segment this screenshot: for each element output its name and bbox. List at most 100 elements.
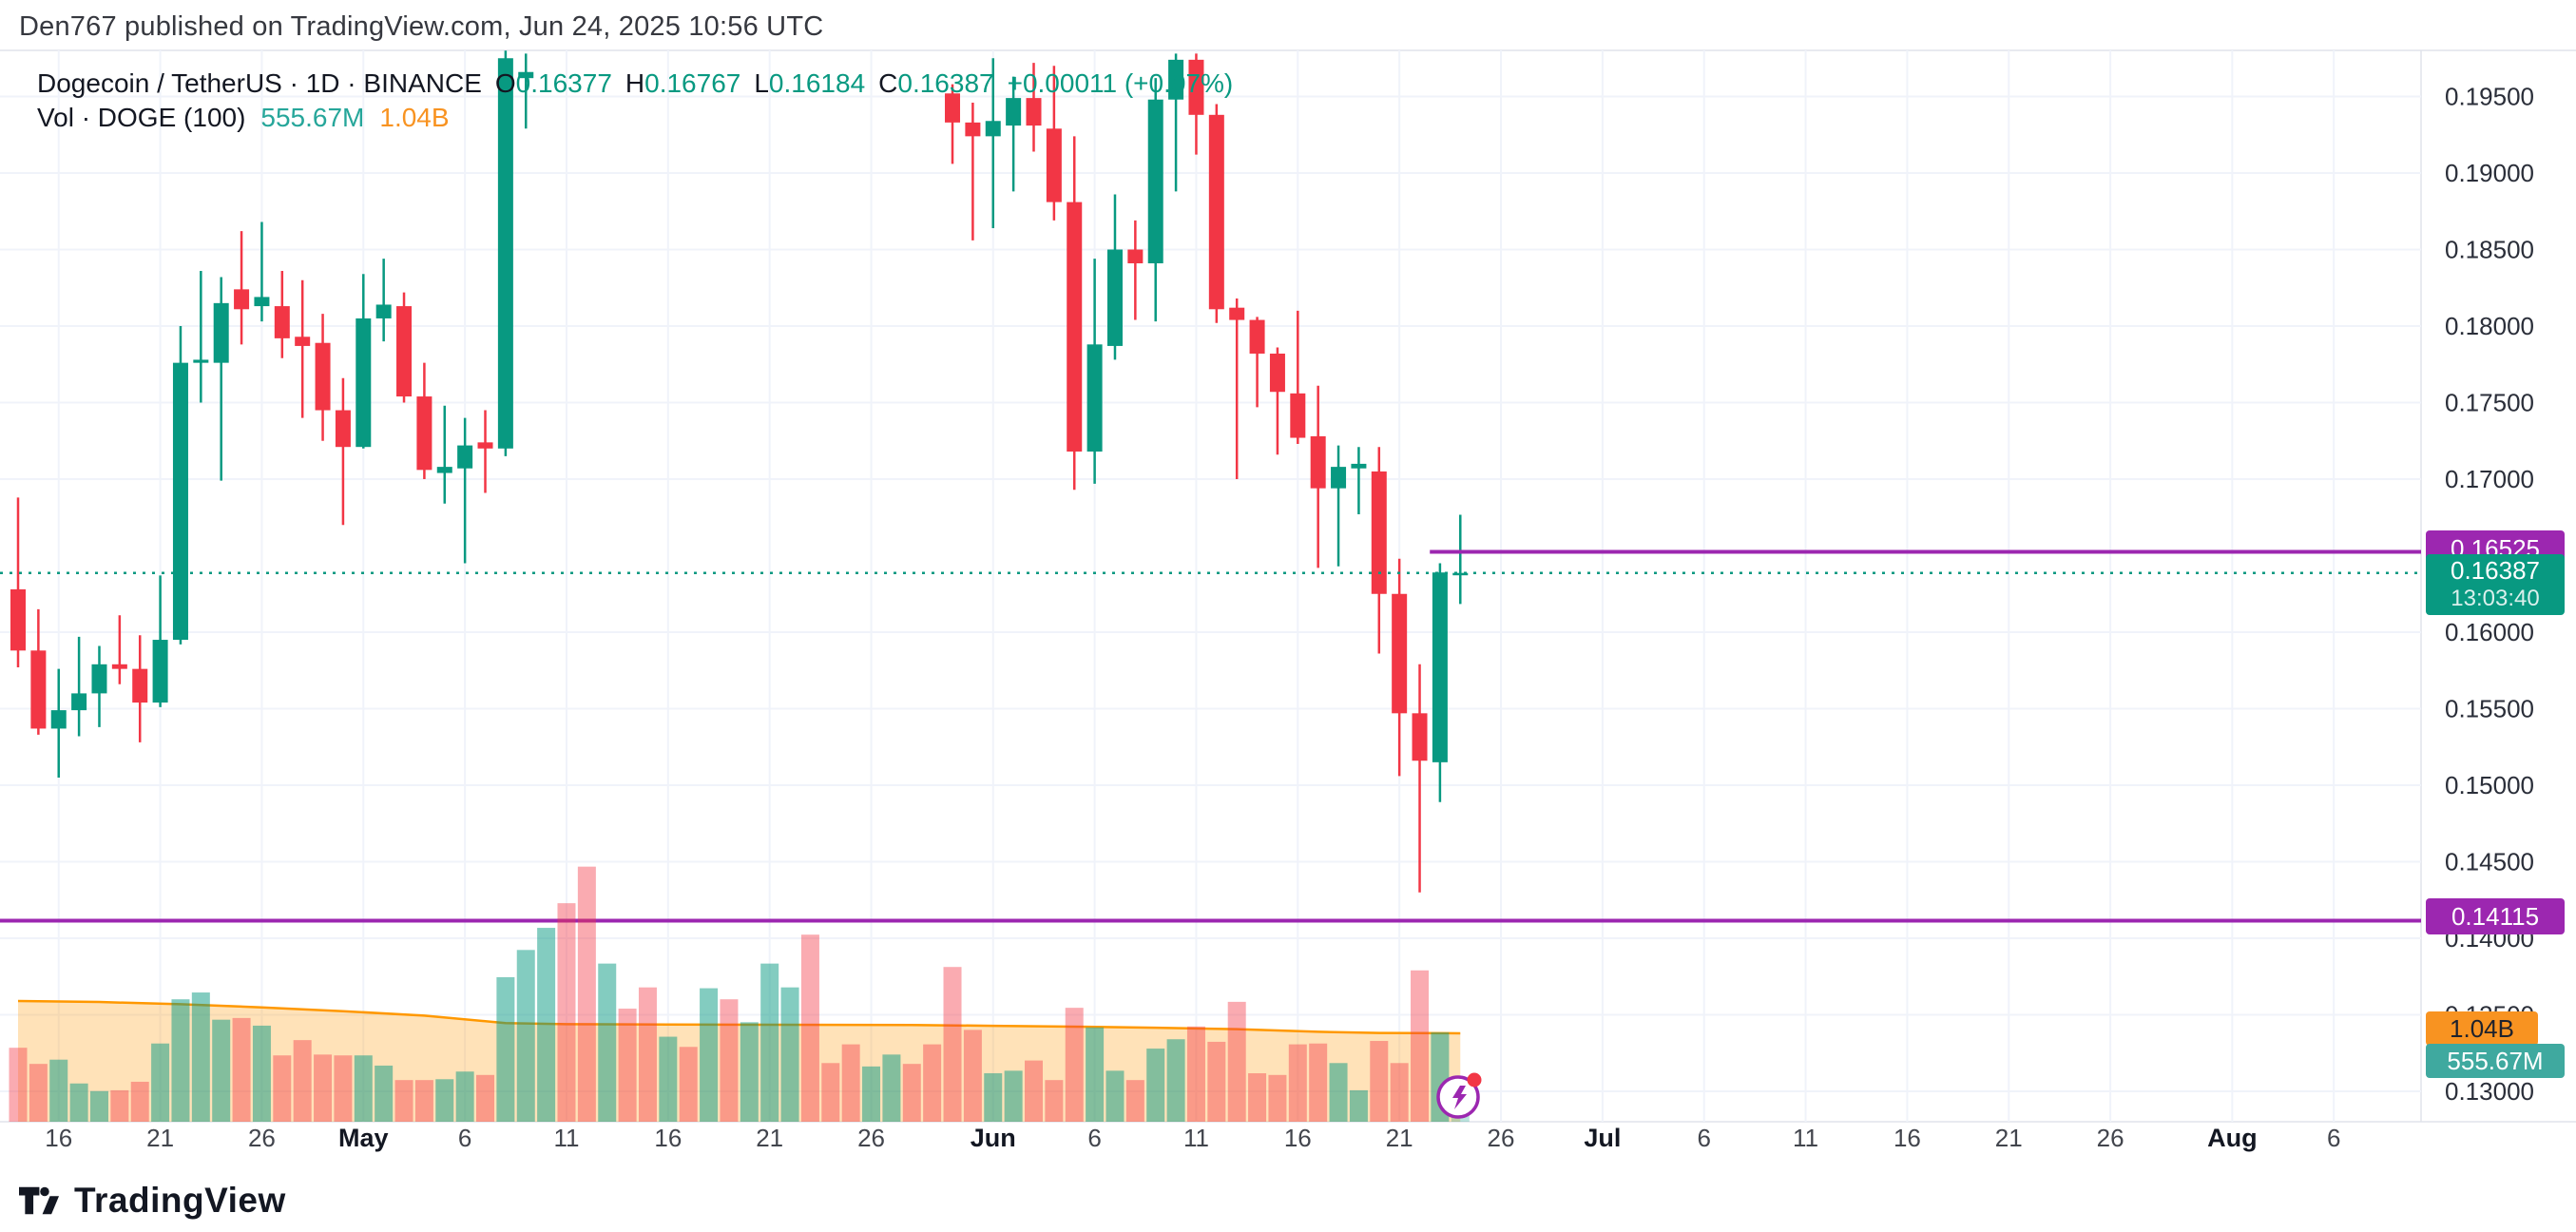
- candlestick: [193, 359, 209, 363]
- volume-bar: [414, 1080, 433, 1122]
- volume-bar: [821, 1063, 840, 1122]
- price-axis-label[interactable]: 0.19000: [2445, 159, 2534, 187]
- boost-button[interactable]: [1432, 1068, 1490, 1128]
- candlestick: [965, 122, 981, 137]
- ohlc-open-label: O: [494, 68, 516, 98]
- legend-volume-row[interactable]: Vol · DOGE (100) 555.67M 1.04B: [37, 101, 1233, 135]
- candlestick: [375, 304, 392, 318]
- time-axis-label[interactable]: 21: [1995, 1124, 2023, 1152]
- price-axis-label[interactable]: 0.16000: [2445, 618, 2534, 646]
- price-axis-label[interactable]: 0.18000: [2445, 312, 2534, 340]
- volume-bar: [1390, 1063, 1409, 1122]
- volume-bar: [1045, 1080, 1064, 1122]
- time-axis-label[interactable]: 11: [1183, 1124, 1209, 1152]
- time-axis-label[interactable]: 6: [1087, 1124, 1101, 1152]
- time-axis-label[interactable]: Jul: [1584, 1124, 1621, 1152]
- ohlc-high-value: 0.16767: [644, 68, 741, 98]
- candlestick: [1106, 249, 1123, 346]
- volume-bar: [700, 988, 719, 1122]
- time-axis-label[interactable]: 11: [1793, 1124, 1818, 1152]
- time-axis-label[interactable]: 16: [45, 1124, 72, 1152]
- candlestick: [1310, 435, 1326, 489]
- candlestick: [71, 693, 87, 711]
- volume-bar: [130, 1081, 149, 1122]
- price-axis-label[interactable]: 0.19500: [2445, 83, 2534, 111]
- time-axis-label[interactable]: 11: [553, 1124, 579, 1152]
- candlestick: [50, 710, 67, 729]
- volume-bar: [171, 999, 190, 1122]
- time-axis-label[interactable]: 26: [248, 1124, 276, 1152]
- candlestick: [1432, 572, 1448, 762]
- volume-bar: [963, 1030, 982, 1122]
- candlestick: [295, 337, 311, 346]
- volume-bar: [577, 866, 596, 1122]
- candlestick: [477, 442, 493, 449]
- time-axis-label[interactable]: 21: [1386, 1124, 1413, 1152]
- volume-bar: [780, 987, 799, 1122]
- time-axis-label[interactable]: 6: [2327, 1124, 2340, 1152]
- candlestick: [1290, 393, 1306, 438]
- volume-bar: [1105, 1070, 1125, 1122]
- ohlc-close-label: C: [878, 68, 898, 98]
- legend-symbol-row[interactable]: Dogecoin / TetherUS · 1D · BINANCE O0.163…: [37, 67, 1233, 101]
- volume-bar: [334, 1055, 353, 1122]
- time-axis-label[interactable]: 26: [1488, 1124, 1515, 1152]
- volume-bar: [110, 1089, 129, 1122]
- volume-bar: [89, 1090, 108, 1122]
- price-axis-label[interactable]: 0.17000: [2445, 465, 2534, 493]
- lightning-icon: [1452, 1086, 1467, 1109]
- last-price-badge: 0.16387 13:03:40: [2426, 554, 2565, 615]
- price-axis-label[interactable]: 0.15000: [2445, 771, 2534, 799]
- volume-bar: [902, 1064, 921, 1122]
- volume-bar: [1329, 1063, 1348, 1122]
- volume-bar: [516, 950, 535, 1122]
- ohlc-high-label: H: [625, 68, 645, 98]
- chart-legend: Dogecoin / TetherUS · 1D · BINANCE O0.163…: [37, 67, 1233, 135]
- time-axis-label[interactable]: 26: [2097, 1124, 2124, 1152]
- volume-bar: [800, 934, 819, 1122]
- candlestick: [356, 318, 372, 448]
- time-axis-label[interactable]: 16: [654, 1124, 682, 1152]
- price-axis-label[interactable]: 0.13000: [2445, 1077, 2534, 1106]
- time-axis-label[interactable]: May: [338, 1124, 389, 1152]
- candlestick: [1269, 353, 1285, 393]
- time-axis-label[interactable]: Jun: [971, 1124, 1016, 1152]
- volume-bar: [1166, 1039, 1185, 1122]
- volume-bar: [496, 976, 515, 1122]
- volume-bar: [984, 1073, 1003, 1122]
- volume-bar: [720, 999, 739, 1122]
- candlestick: [111, 664, 127, 669]
- time-axis-label[interactable]: 21: [756, 1124, 783, 1152]
- volume-ma-badge: 1.04B: [2426, 1011, 2538, 1046]
- candlestick: [1086, 344, 1103, 452]
- ohlc-low-value: 0.16184: [768, 68, 866, 98]
- tradingview-logo[interactable]: TradingView: [19, 1181, 286, 1221]
- volume-bar: [252, 1025, 271, 1122]
- time-axis-label[interactable]: 16: [1284, 1124, 1312, 1152]
- volume-bar: [212, 1019, 231, 1122]
- time-axis-label[interactable]: 16: [1894, 1124, 1921, 1152]
- time-axis-label[interactable]: 6: [1697, 1124, 1710, 1152]
- candlestick: [1046, 128, 1062, 202]
- ohlc-open-value: 0.16377: [515, 68, 612, 98]
- bar-countdown: 13:03:40: [2451, 586, 2540, 611]
- price-axis-label[interactable]: 0.15500: [2445, 695, 2534, 723]
- price-axis-label[interactable]: 0.14500: [2445, 848, 2534, 876]
- volume-bar: [151, 1043, 170, 1122]
- time-axis-label[interactable]: 6: [458, 1124, 471, 1152]
- ohlc-close-value: 0.16387: [897, 68, 994, 98]
- price-axis-label[interactable]: 0.17500: [2445, 389, 2534, 417]
- price-axis-label[interactable]: 0.18500: [2445, 236, 2534, 264]
- volume-bar: [760, 963, 779, 1122]
- time-axis-label[interactable]: Aug: [2207, 1124, 2257, 1152]
- volume-bar: [1125, 1080, 1144, 1122]
- candlestick: [457, 445, 473, 469]
- time-axis-label[interactable]: 26: [857, 1124, 885, 1152]
- candlestick: [1412, 713, 1428, 761]
- volume-bar: [862, 1066, 881, 1122]
- volume-bar: [435, 1079, 454, 1122]
- time-axis-label[interactable]: 21: [146, 1124, 174, 1152]
- volume-bar: [1411, 970, 1430, 1122]
- candlestick: [315, 342, 331, 411]
